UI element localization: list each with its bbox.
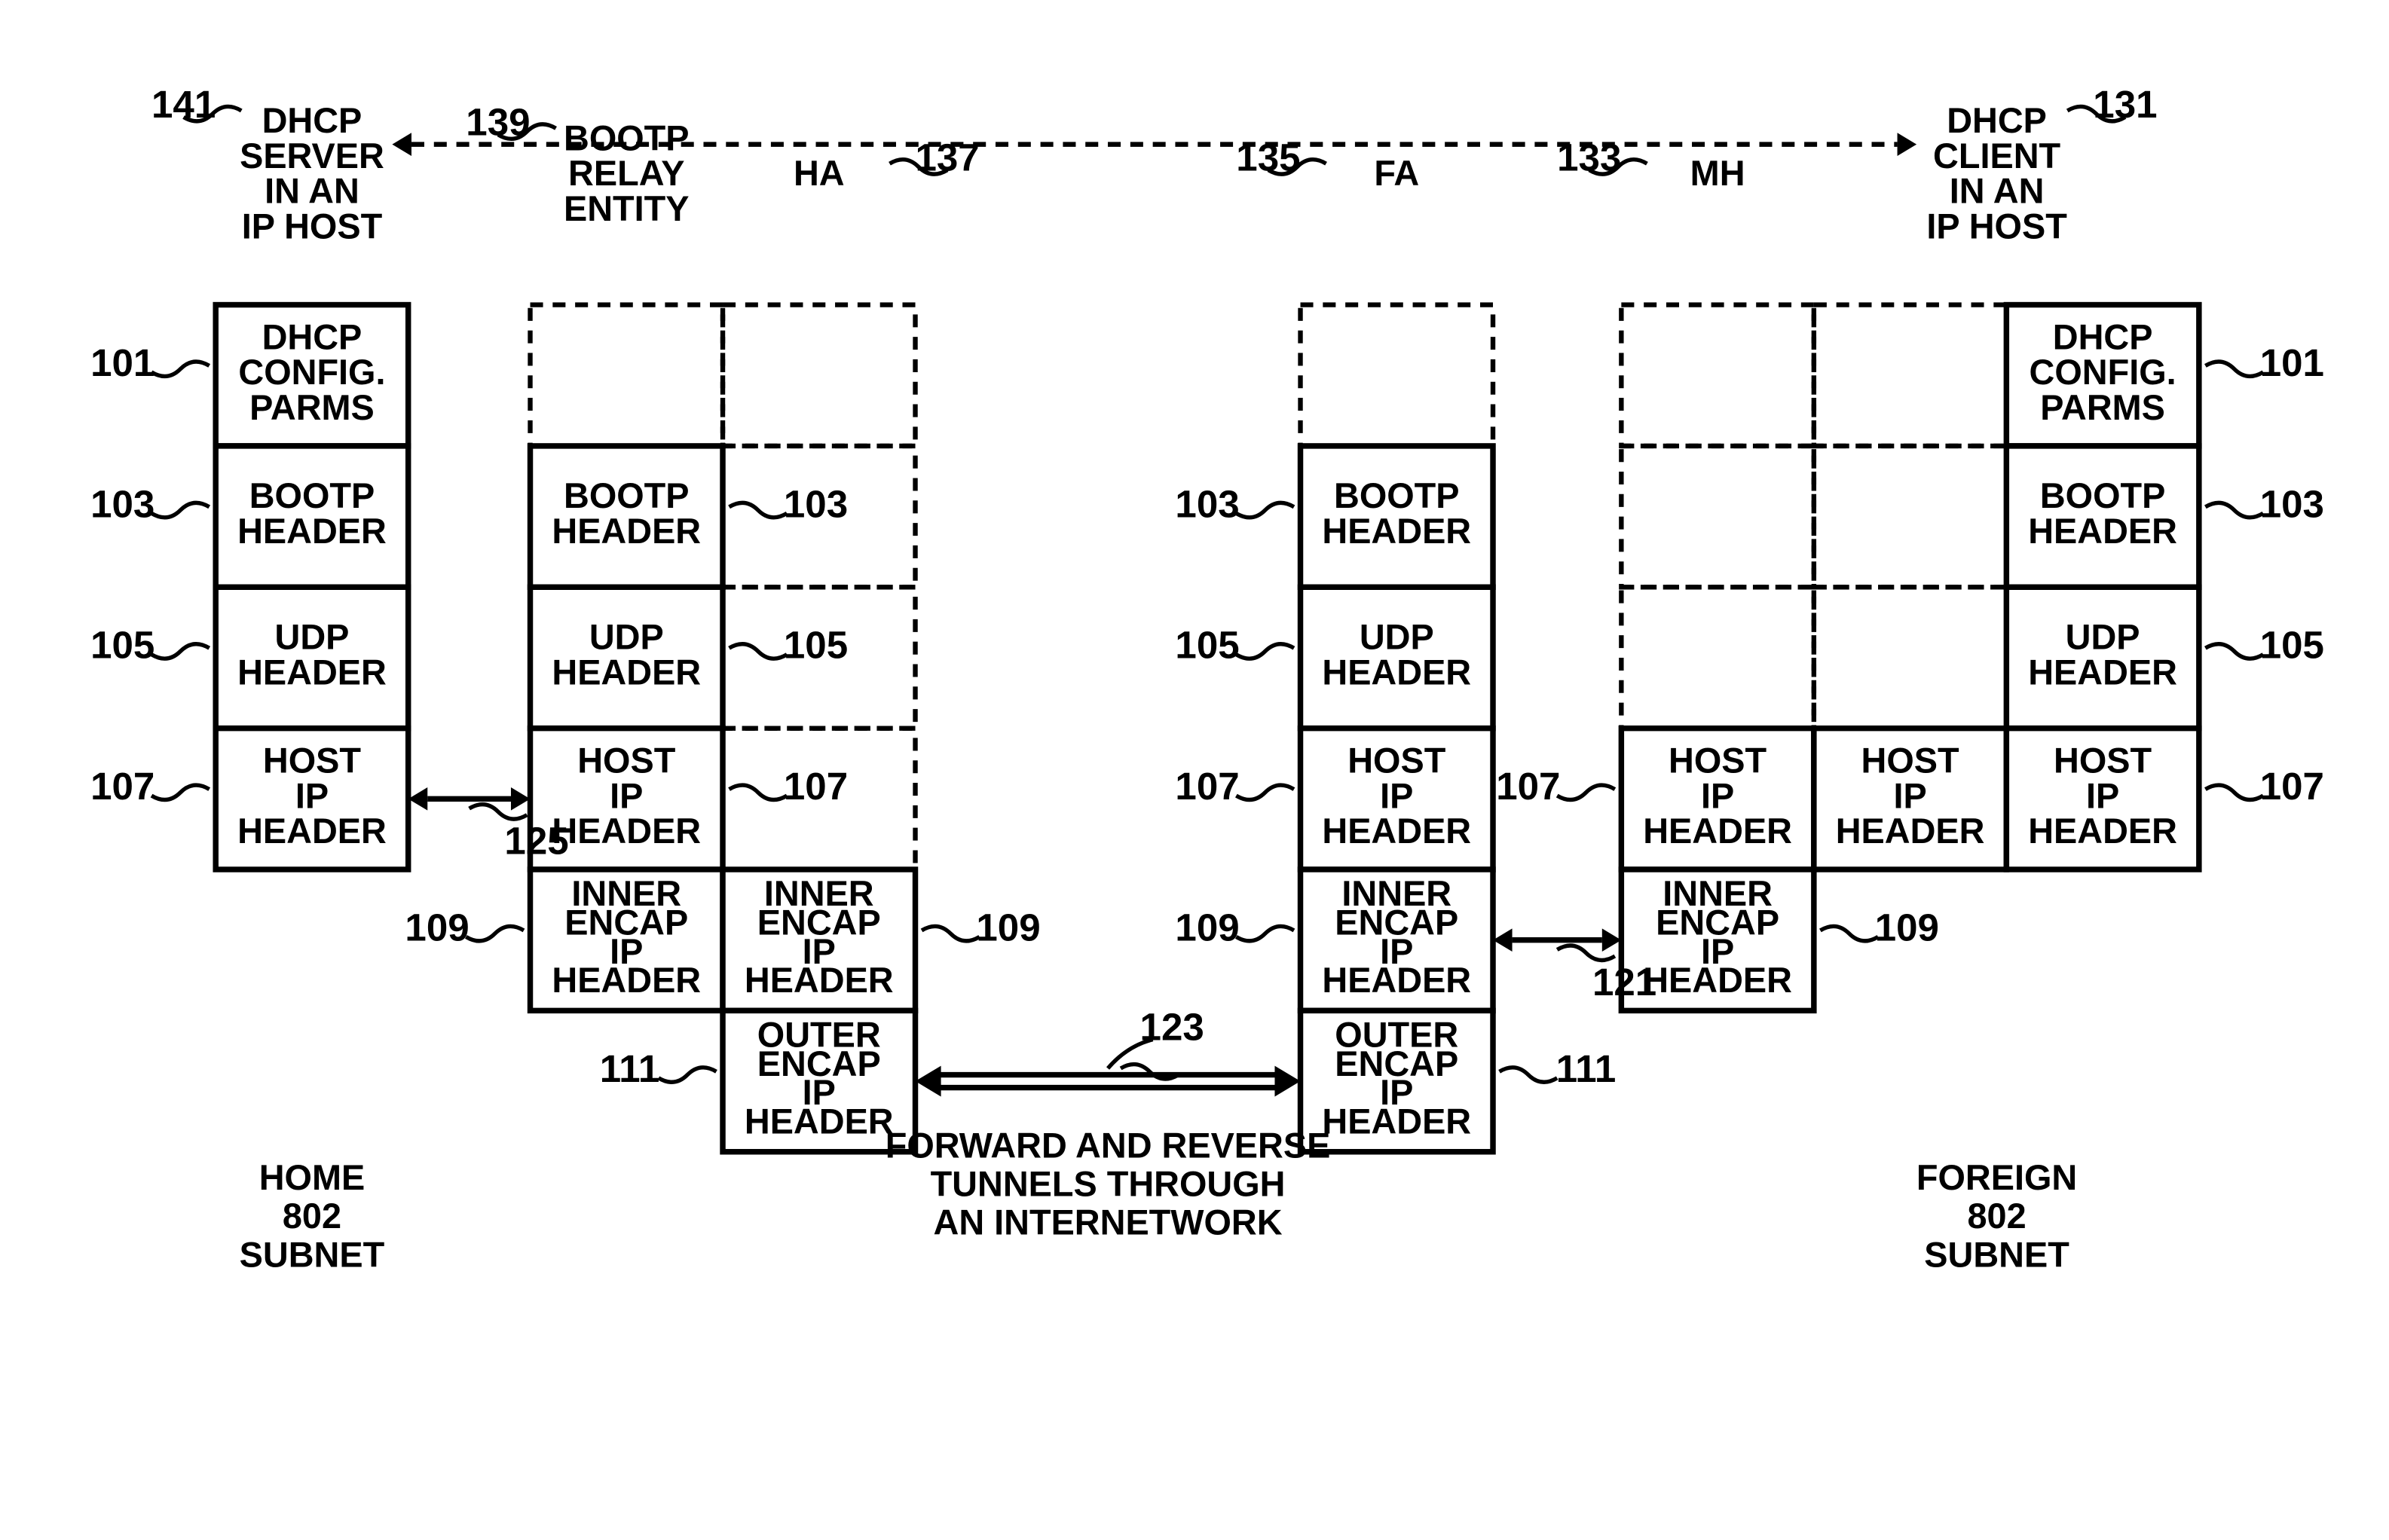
svg-text:109: 109 xyxy=(1875,906,1939,949)
svg-text:141: 141 xyxy=(151,83,216,126)
svg-text:125: 125 xyxy=(504,819,568,862)
svg-text:OUTERENCAPIPHEADER: OUTERENCAPIPHEADER xyxy=(745,1016,894,1141)
svg-text:105: 105 xyxy=(90,624,154,667)
svg-text:103: 103 xyxy=(784,482,848,525)
svg-text:OUTERENCAPIPHEADER: OUTERENCAPIPHEADER xyxy=(1322,1016,1471,1141)
svg-text:107: 107 xyxy=(1496,765,1560,808)
svg-text:BOOTPHEADER: BOOTPHEADER xyxy=(552,477,701,552)
svg-text:HA: HA xyxy=(794,154,845,194)
svg-text:131: 131 xyxy=(2093,83,2157,126)
svg-text:139: 139 xyxy=(466,101,530,144)
svg-text:FA: FA xyxy=(1374,154,1419,194)
svg-text:MH: MH xyxy=(1690,154,1745,194)
svg-text:INNERENCAPIPHEADER: INNERENCAPIPHEADER xyxy=(1643,875,1792,1001)
svg-text:105: 105 xyxy=(2260,624,2324,667)
svg-text:109: 109 xyxy=(1175,906,1239,949)
svg-text:101: 101 xyxy=(90,341,154,384)
bottom-label-1: FORWARD AND REVERSETUNNELS THROUGHAN INT… xyxy=(886,1126,1331,1242)
svg-text:107: 107 xyxy=(2260,765,2324,808)
svg-text:105: 105 xyxy=(784,624,848,667)
svg-text:105: 105 xyxy=(1175,624,1239,667)
svg-text:103: 103 xyxy=(90,482,154,525)
svg-text:BOOTPHEADER: BOOTPHEADER xyxy=(2028,477,2177,552)
svg-text:137: 137 xyxy=(915,136,979,179)
svg-text:111: 111 xyxy=(600,1047,660,1090)
svg-text:121: 121 xyxy=(1592,961,1656,1004)
svg-text:103: 103 xyxy=(1175,482,1239,525)
svg-text:INNERENCAPIPHEADER: INNERENCAPIPHEADER xyxy=(745,875,894,1001)
svg-text:111: 111 xyxy=(1556,1047,1617,1090)
svg-text:BOOTPHEADER: BOOTPHEADER xyxy=(1322,477,1471,552)
svg-text:BOOTPRELAYENTITY: BOOTPRELAYENTITY xyxy=(564,119,690,229)
svg-text:109: 109 xyxy=(405,906,469,949)
svg-text:101: 101 xyxy=(2260,341,2324,384)
svg-text:107: 107 xyxy=(90,765,154,808)
svg-text:107: 107 xyxy=(784,765,848,808)
svg-text:INNERENCAPIPHEADER: INNERENCAPIPHEADER xyxy=(1322,875,1471,1001)
svg-text:107: 107 xyxy=(1175,765,1239,808)
svg-text:INNERENCAPIPHEADER: INNERENCAPIPHEADER xyxy=(552,875,701,1001)
svg-text:BOOTPHEADER: BOOTPHEADER xyxy=(237,477,387,552)
svg-text:109: 109 xyxy=(976,906,1040,949)
svg-text:FORWARD AND REVERSETUNNELS THR: FORWARD AND REVERSETUNNELS THROUGHAN INT… xyxy=(886,1126,1331,1242)
svg-text:103: 103 xyxy=(2260,482,2324,525)
svg-text:DHCPCLIENTIN ANIP HOST: DHCPCLIENTIN ANIP HOST xyxy=(1926,101,2067,246)
